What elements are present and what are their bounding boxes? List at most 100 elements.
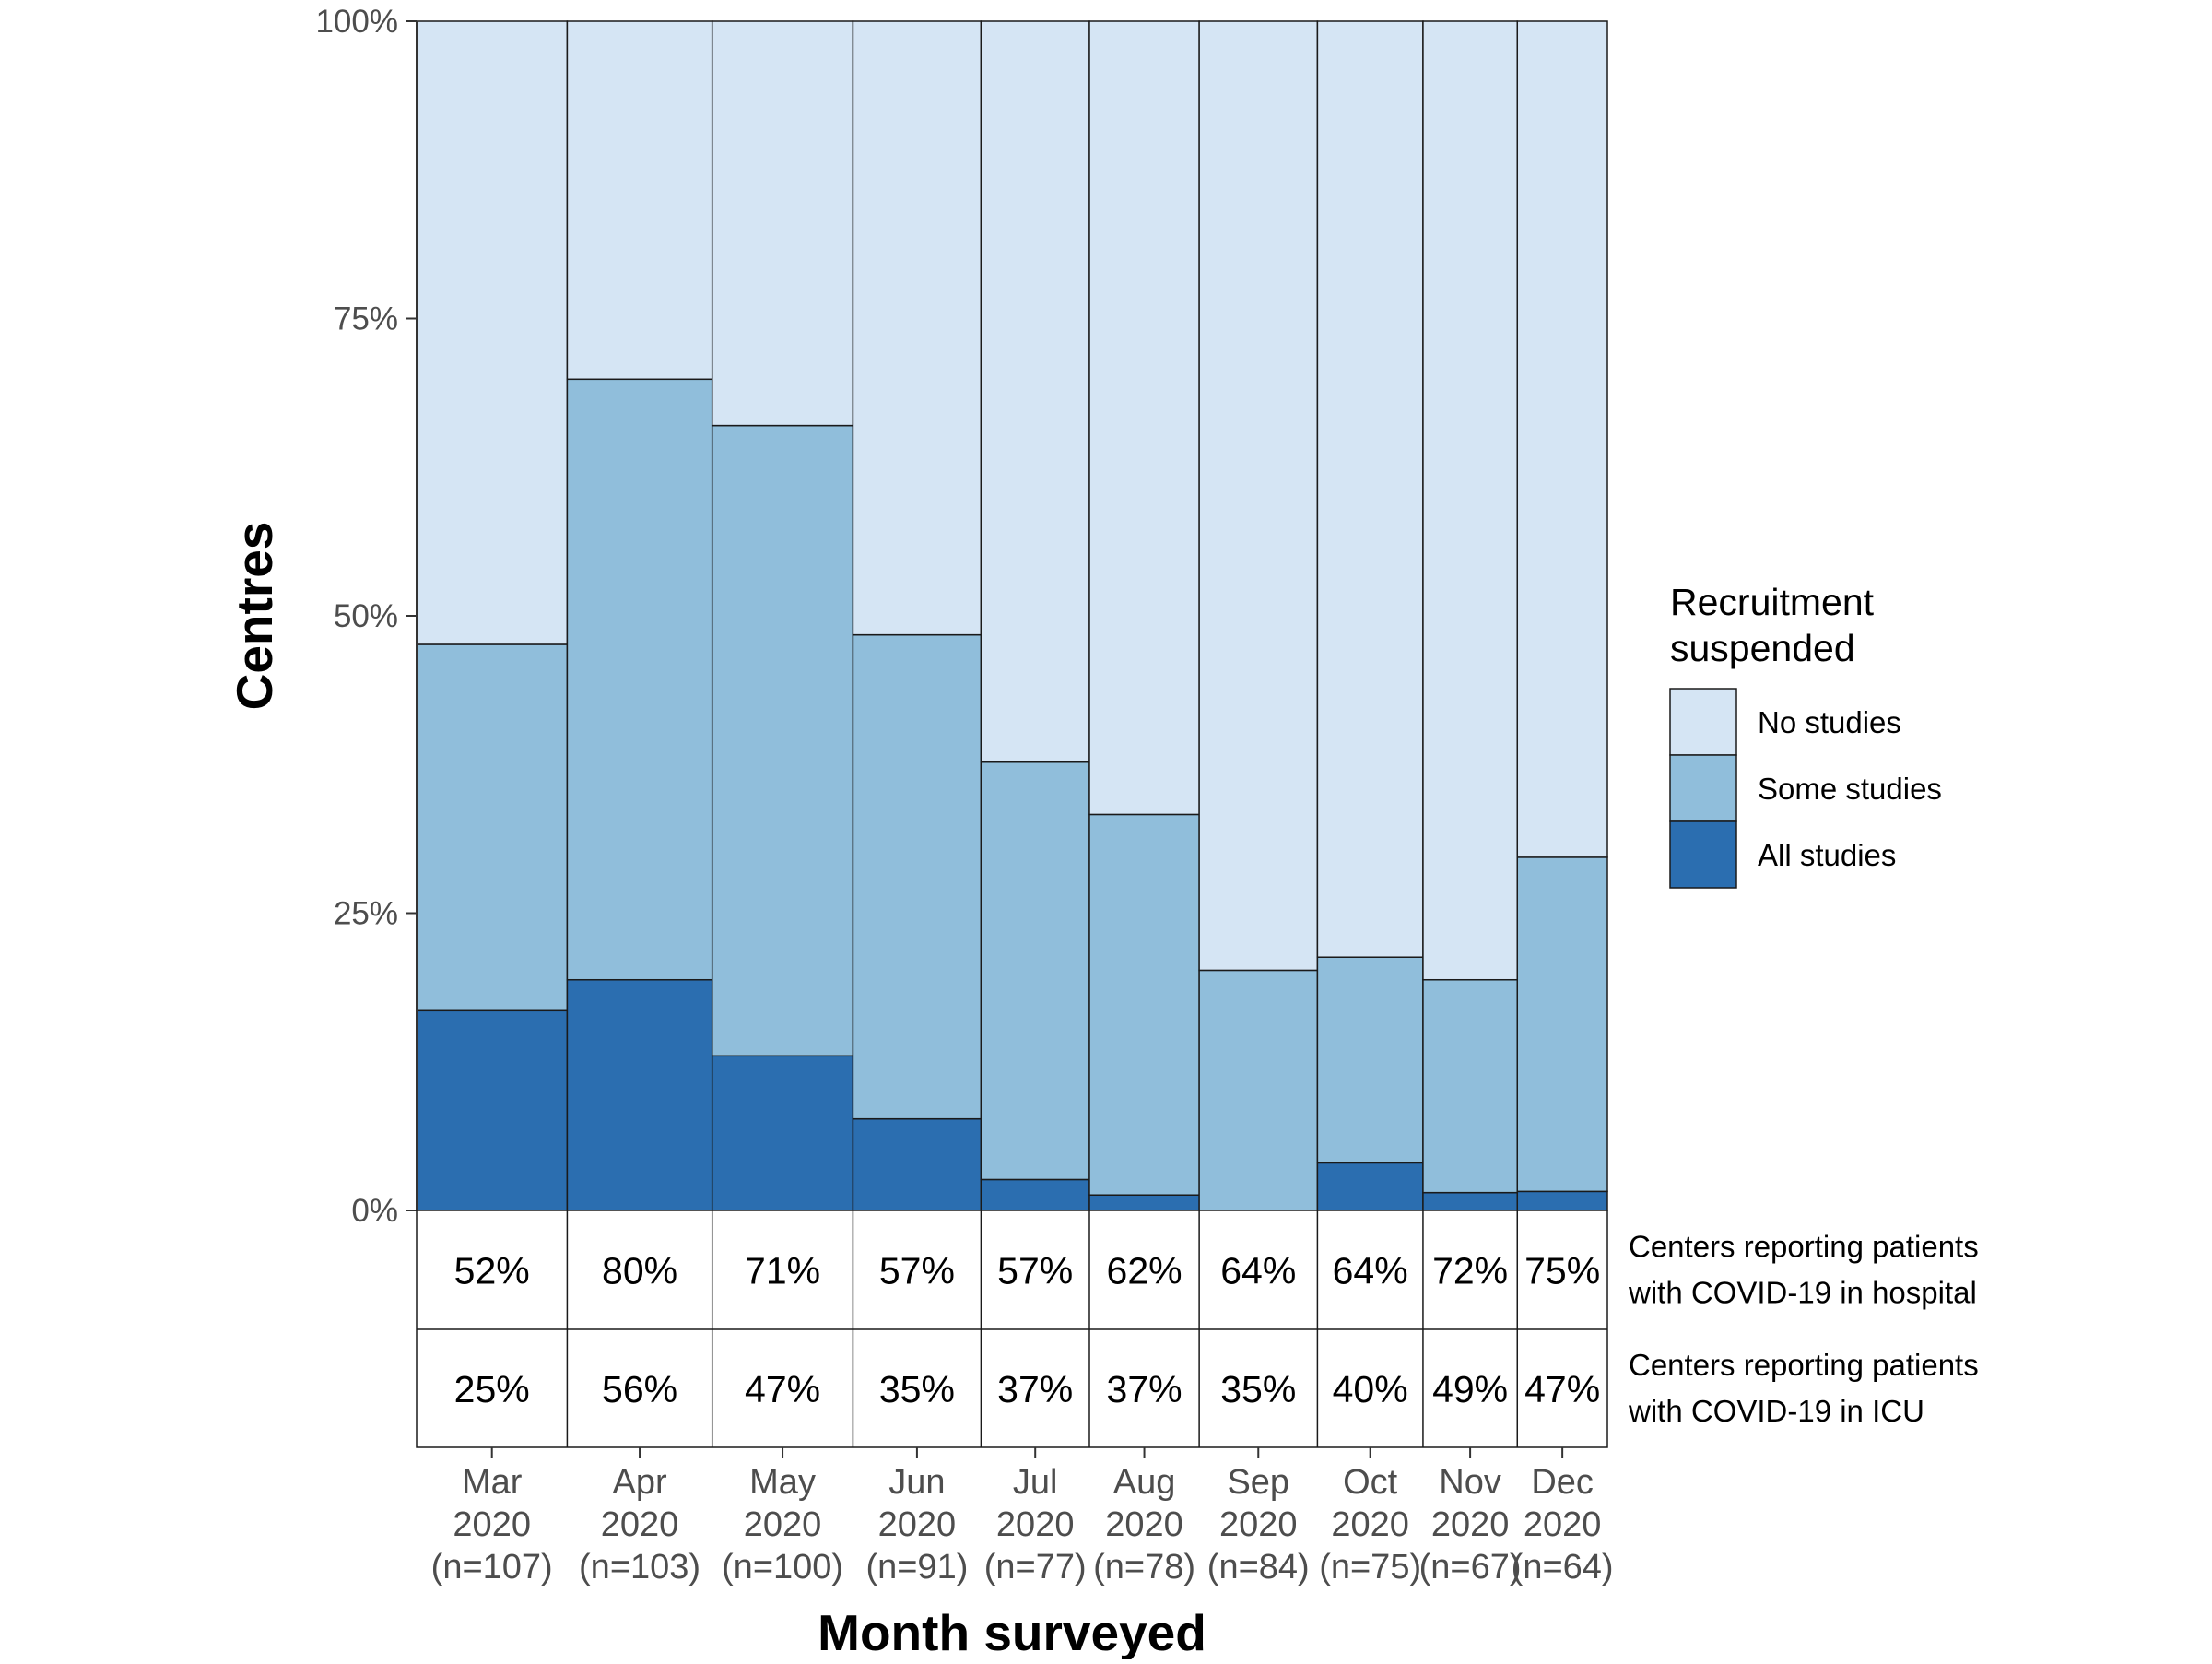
bar-segment — [1316, 20, 1424, 958]
x-tick-year: 2020 — [453, 1505, 531, 1544]
bar-segment — [1316, 956, 1424, 1164]
y-tick-label: 100% — [315, 4, 398, 40]
bar-segment — [980, 20, 1090, 763]
x-tick-month: Dec — [1531, 1463, 1594, 1502]
table-cell-value: 72% — [1432, 1250, 1508, 1292]
bar-segment — [980, 1178, 1090, 1211]
table-cell-value: 64% — [1333, 1250, 1408, 1292]
y-tick-label: 0% — [351, 1193, 398, 1229]
x-tick-n: (n=103) — [579, 1548, 700, 1587]
y-tick-label: 50% — [334, 598, 398, 634]
table-row-label: Centers reporting patients — [1629, 1348, 1979, 1382]
bar-segment — [980, 761, 1090, 1181]
bar-segment — [711, 20, 854, 427]
bar-segment — [1088, 813, 1200, 1196]
x-tick-month: Jul — [1013, 1463, 1058, 1502]
legend-swatch — [1669, 820, 1737, 889]
table-cell-value: 75% — [1524, 1250, 1600, 1292]
x-tick-year: 2020 — [1105, 1505, 1183, 1544]
x-tick-year: 2020 — [1219, 1505, 1298, 1544]
x-axis-title: Month surveyed — [818, 1604, 1206, 1659]
table-row-label: with COVID-19 in hospital — [1628, 1276, 1977, 1310]
x-tick-n: (n=100) — [722, 1548, 843, 1587]
x-tick-n: (n=107) — [431, 1548, 553, 1587]
y-tick-label: 25% — [334, 896, 398, 932]
table-row-label: Centers reporting patients — [1629, 1230, 1979, 1264]
x-tick-month: Aug — [1113, 1463, 1176, 1502]
table-cell-value: 47% — [1524, 1368, 1600, 1410]
x-tick-n: (n=64) — [1512, 1548, 1614, 1587]
table-cell-value: 35% — [1220, 1368, 1296, 1410]
bar-segment — [1516, 1190, 1608, 1211]
x-tick-month: Sep — [1227, 1463, 1289, 1502]
bar-segment — [711, 424, 854, 1057]
bar-segment — [1316, 1162, 1424, 1211]
table-cell-value: 25% — [454, 1368, 530, 1410]
bar-segment — [1198, 20, 1319, 972]
legend-swatch — [1669, 688, 1737, 756]
x-tick-n: (n=67) — [1419, 1548, 1522, 1587]
bar-segment — [566, 378, 713, 981]
legend-label: Some studies — [1758, 772, 1942, 806]
legend-label: No studies — [1758, 705, 1901, 739]
bar-segment — [852, 20, 982, 636]
bar-segment — [1088, 1194, 1200, 1211]
x-tick-n: (n=75) — [1319, 1548, 1421, 1587]
bar-segment — [852, 1117, 982, 1211]
table-cell-value: 57% — [879, 1250, 955, 1292]
x-tick-n: (n=91) — [865, 1548, 968, 1587]
x-tick-n: (n=78) — [1093, 1548, 1195, 1587]
x-tick-month: Apr — [612, 1463, 666, 1502]
legend-label: All studies — [1758, 838, 1896, 872]
table-cell-value: 37% — [1107, 1368, 1182, 1410]
bar-segment — [852, 633, 982, 1120]
table-cell-value: 80% — [602, 1250, 677, 1292]
table-cell-value: 52% — [454, 1250, 530, 1292]
legend-title: suspended — [1670, 627, 1855, 669]
bar-segment — [566, 978, 713, 1211]
table-cell-value: 71% — [745, 1250, 820, 1292]
x-tick-year: 2020 — [878, 1505, 957, 1544]
bar-segment — [1198, 969, 1319, 1211]
bar-segment — [1516, 856, 1608, 1193]
x-tick-month: Nov — [1439, 1463, 1501, 1502]
bar-segment — [416, 20, 569, 645]
y-tick-label: 75% — [334, 301, 398, 337]
table-row-label: with COVID-19 in ICU — [1628, 1394, 1924, 1428]
table-cell-value: 64% — [1220, 1250, 1296, 1292]
bar-segment — [1422, 978, 1519, 1194]
legend-swatch — [1669, 754, 1737, 822]
legend-title: Recruitment — [1670, 581, 1875, 623]
x-tick-month: Mar — [462, 1463, 523, 1502]
x-tick-year: 2020 — [744, 1505, 822, 1544]
table-cell-value: 37% — [997, 1368, 1073, 1410]
table-cell-value: 40% — [1333, 1368, 1408, 1410]
x-tick-year: 2020 — [1431, 1505, 1510, 1544]
x-tick-year: 2020 — [996, 1505, 1075, 1544]
bar-segment — [1422, 1191, 1519, 1211]
x-tick-year: 2020 — [601, 1505, 679, 1544]
table-cell-value: 47% — [745, 1368, 820, 1410]
bar-segment — [416, 643, 569, 1012]
bar-segment — [711, 1055, 854, 1211]
bar-segment — [416, 1009, 569, 1211]
x-tick-year: 2020 — [1524, 1505, 1602, 1544]
bar-segment — [1516, 20, 1608, 858]
x-tick-month: Jun — [888, 1463, 945, 1502]
bar-segment — [1088, 20, 1200, 816]
table-cell-value: 35% — [879, 1368, 955, 1410]
x-tick-year: 2020 — [1331, 1505, 1409, 1544]
table-cell-value: 57% — [997, 1250, 1073, 1292]
x-tick-month: May — [749, 1463, 816, 1502]
bar-segment — [1422, 20, 1519, 981]
table-cell-value: 49% — [1432, 1368, 1508, 1410]
x-tick-n: (n=77) — [984, 1548, 1087, 1587]
table-cell-value: 62% — [1107, 1250, 1182, 1292]
bar-segment — [566, 20, 713, 381]
table-cell-value: 56% — [602, 1368, 677, 1410]
x-tick-month: Oct — [1343, 1463, 1398, 1502]
x-tick-n: (n=84) — [1207, 1548, 1310, 1587]
y-axis-title: Centres — [226, 522, 283, 711]
